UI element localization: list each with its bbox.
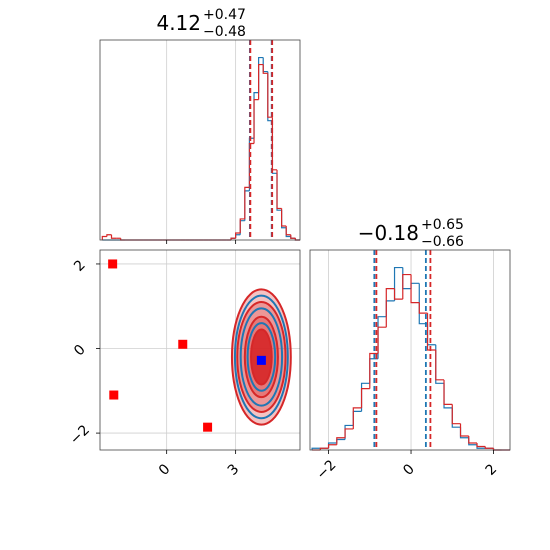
histogram-step [459,423,469,437]
title-upper: +0.65 [421,217,464,233]
histogram-step [327,444,337,449]
histogram-step [352,407,362,429]
title-lower: −0.48 [203,24,246,40]
histogram-step [319,447,329,450]
histogram-step [101,235,107,240]
histogram-step [285,225,291,236]
histogram-step [344,428,354,438]
histogram-step [476,442,486,448]
histogram-step [410,274,420,304]
histogram-step [393,288,403,300]
histogram-step [336,437,346,445]
point-marker [178,339,188,349]
contour-level [246,322,277,392]
title-value: 4.12 [156,11,201,35]
histogram-step [253,99,259,144]
histogram-step [110,234,117,239]
histogram-step [451,404,461,425]
histogram-step [290,234,296,239]
histogram-step [258,63,264,100]
histogram-step [262,64,268,74]
histogram-step [377,326,387,354]
histogram-step [402,273,412,300]
histogram-step [106,234,112,237]
histogram-step [239,218,245,233]
histogram-step [435,350,445,381]
contour-level [233,294,289,420]
title-lower: −0.66 [421,234,464,250]
panel-frame [99,249,301,451]
histogram-step [244,186,250,219]
truth-marker [256,355,266,365]
title-upper: +0.47 [203,7,246,23]
contour-level [239,307,284,407]
histogram-step [484,446,494,449]
point-marker [108,259,118,269]
histogram-step [426,313,436,351]
histogram-step [235,232,241,239]
histogram-step [418,302,428,314]
panel-frame [99,39,301,241]
histogram-step [360,387,370,408]
histogram-step [385,287,395,328]
panel-frame [309,249,511,451]
histogram-step [468,435,478,444]
histogram-step [418,283,428,325]
histogram-step [276,169,282,210]
histogram-step [267,73,273,118]
histogram-step [281,208,287,227]
point-marker [109,390,119,400]
histogram-step [230,237,236,240]
histogram-step [443,379,453,405]
title-value: −0.18 [358,221,419,245]
point-marker [203,422,213,432]
histogram-step [369,352,379,389]
